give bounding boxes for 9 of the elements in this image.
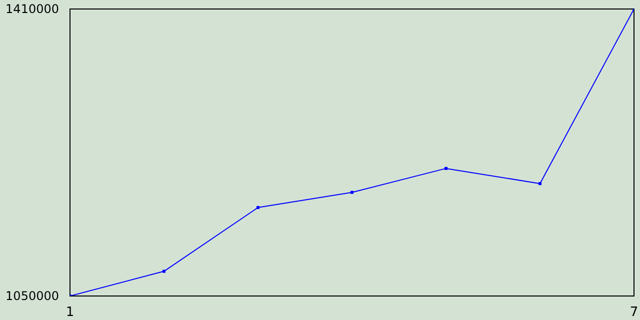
point — [162, 270, 166, 273]
point — [538, 182, 542, 186]
point — [444, 166, 448, 170]
point — [350, 190, 354, 194]
x-tick-label: 7 — [630, 305, 638, 320]
y-tick-label: 1050000 — [6, 289, 59, 303]
x-tick-label: 1 — [66, 305, 74, 320]
y-tick-label: 1410000 — [6, 2, 59, 16]
line-series — [70, 9, 634, 296]
